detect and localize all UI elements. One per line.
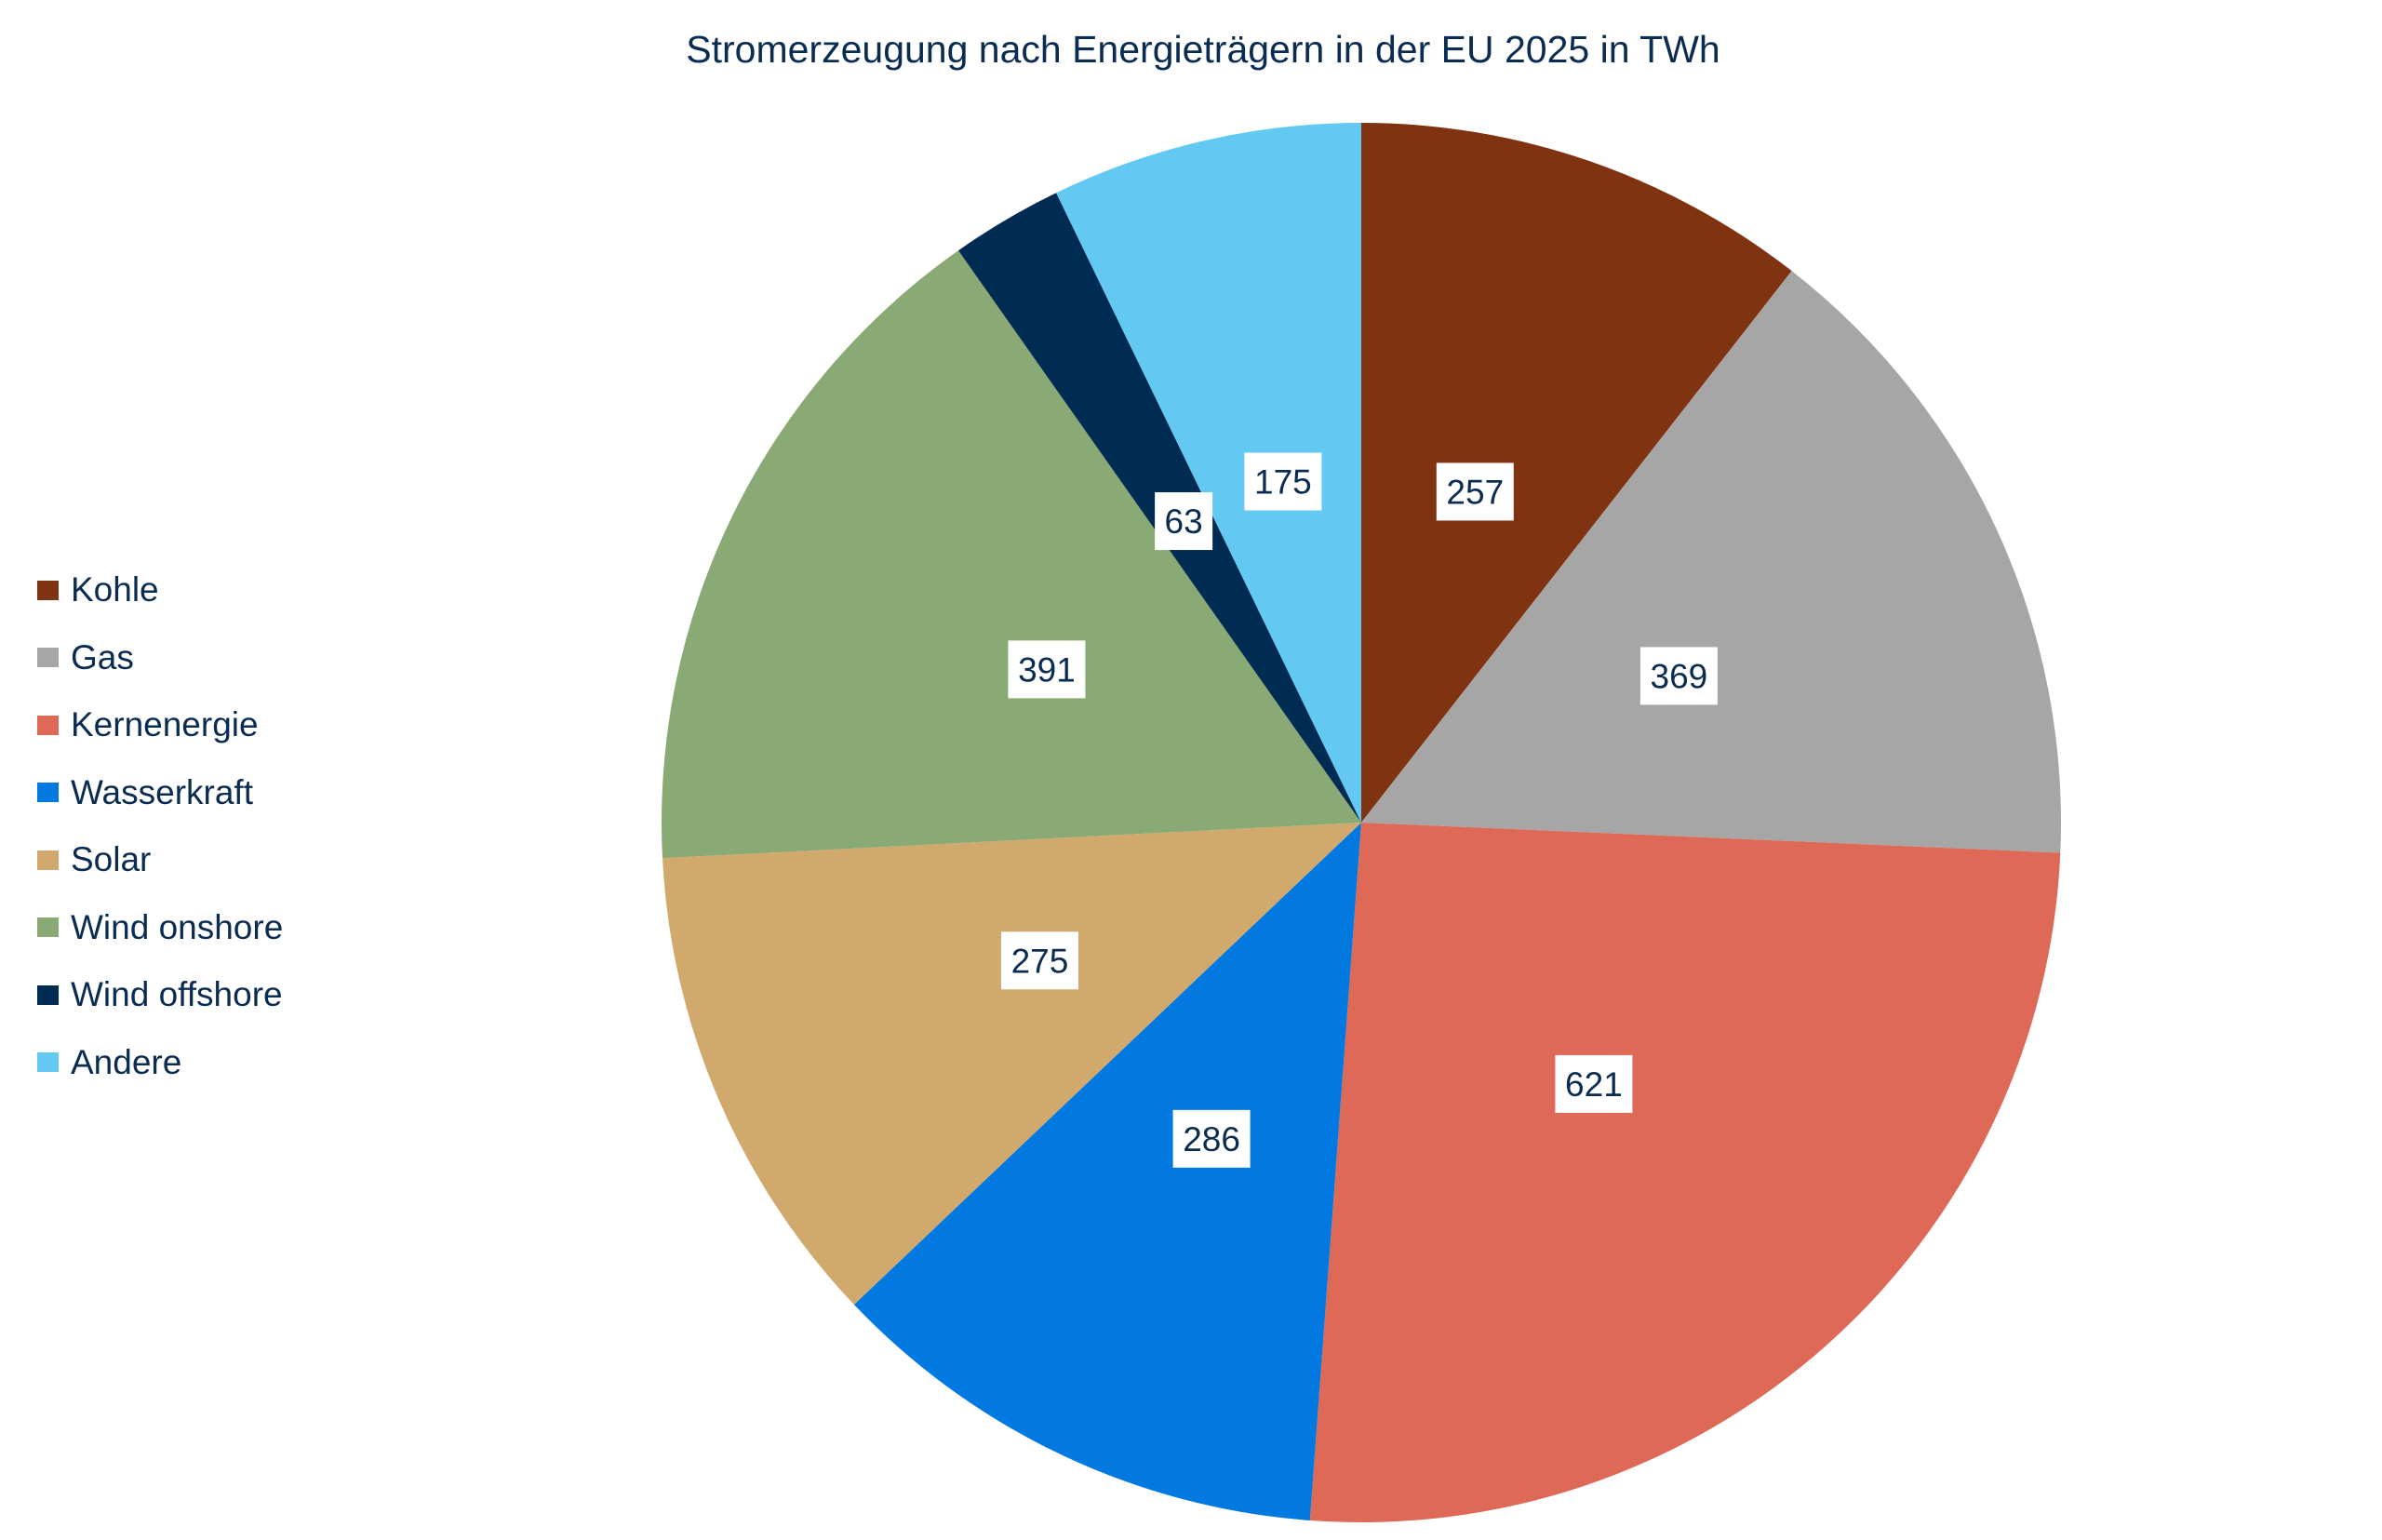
data-label-text: 621 xyxy=(1565,1065,1623,1104)
data-label-text: 175 xyxy=(1254,463,1312,502)
pie-slice-andere xyxy=(1056,123,1361,823)
legend-label: Wasserkraft xyxy=(71,772,253,811)
legend-item: Wind onshore xyxy=(37,894,283,962)
data-label: 286 xyxy=(1172,1109,1251,1168)
legend-swatch xyxy=(37,917,59,938)
legend-label: Wind offshore xyxy=(71,975,283,1014)
data-label: 175 xyxy=(1244,452,1322,511)
pie-slice-wasserkraft xyxy=(853,823,1361,1520)
data-label: 621 xyxy=(1555,1054,1633,1113)
data-label-text: 257 xyxy=(1446,473,1504,511)
legend-swatch xyxy=(37,783,59,803)
legend-item: Solar xyxy=(37,826,283,894)
legend-swatch xyxy=(37,850,59,870)
data-label-box xyxy=(1555,1054,1633,1113)
data-label-box xyxy=(1000,931,1078,990)
pie-slice-wind-onshore xyxy=(662,250,1361,859)
legend-item: Wasserkraft xyxy=(37,759,283,827)
legend-label: Gas xyxy=(71,637,134,676)
data-label-box xyxy=(1639,647,1718,705)
legend: Kohle Gas Kernenergie Wasserkraft Solar Wind … xyxy=(37,556,283,1096)
data-label-text: 63 xyxy=(1165,502,1203,541)
legend-item: Wind offshore xyxy=(37,961,283,1029)
legend-swatch xyxy=(37,715,59,735)
legend-label: Andere xyxy=(71,1042,182,1081)
data-label: 391 xyxy=(1008,640,1086,699)
pie-slice-solar xyxy=(662,823,1361,1306)
data-label-box xyxy=(1008,640,1086,699)
legend-swatch xyxy=(37,580,59,600)
data-label-box xyxy=(1244,452,1322,511)
legend-swatch xyxy=(37,984,59,1005)
legend-item: Andere xyxy=(37,1029,283,1097)
data-label-text: 286 xyxy=(1183,1120,1240,1158)
legend-label: Solar xyxy=(71,840,152,879)
data-label: 369 xyxy=(1639,647,1718,705)
data-label-box xyxy=(1436,462,1514,521)
legend-item: Gas xyxy=(37,624,283,692)
data-label-text: 369 xyxy=(1651,657,1708,695)
legend-swatch xyxy=(37,1052,59,1073)
legend-swatch xyxy=(37,648,59,668)
pie-slice-gas xyxy=(1361,271,2061,853)
pie-slice-kernenergie xyxy=(1309,823,2061,1523)
legend-label: Kernenergie xyxy=(71,705,259,744)
legend-label: Kohle xyxy=(71,570,159,609)
data-label-box xyxy=(1172,1109,1251,1168)
data-label-text: 275 xyxy=(1011,942,1069,980)
legend-item: Kernenergie xyxy=(37,691,283,759)
data-label-text: 391 xyxy=(1018,650,1076,689)
data-label-box xyxy=(1155,492,1213,551)
pie-slice-kohle xyxy=(1361,123,1792,823)
data-label: 257 xyxy=(1436,462,1514,521)
data-label: 63 xyxy=(1155,492,1213,551)
legend-item: Kohle xyxy=(37,556,283,624)
chart-title: Stromerzeugung nach Energieträgern in de… xyxy=(686,28,1720,71)
legend-label: Wind onshore xyxy=(71,907,284,946)
data-label: 275 xyxy=(1000,931,1078,990)
